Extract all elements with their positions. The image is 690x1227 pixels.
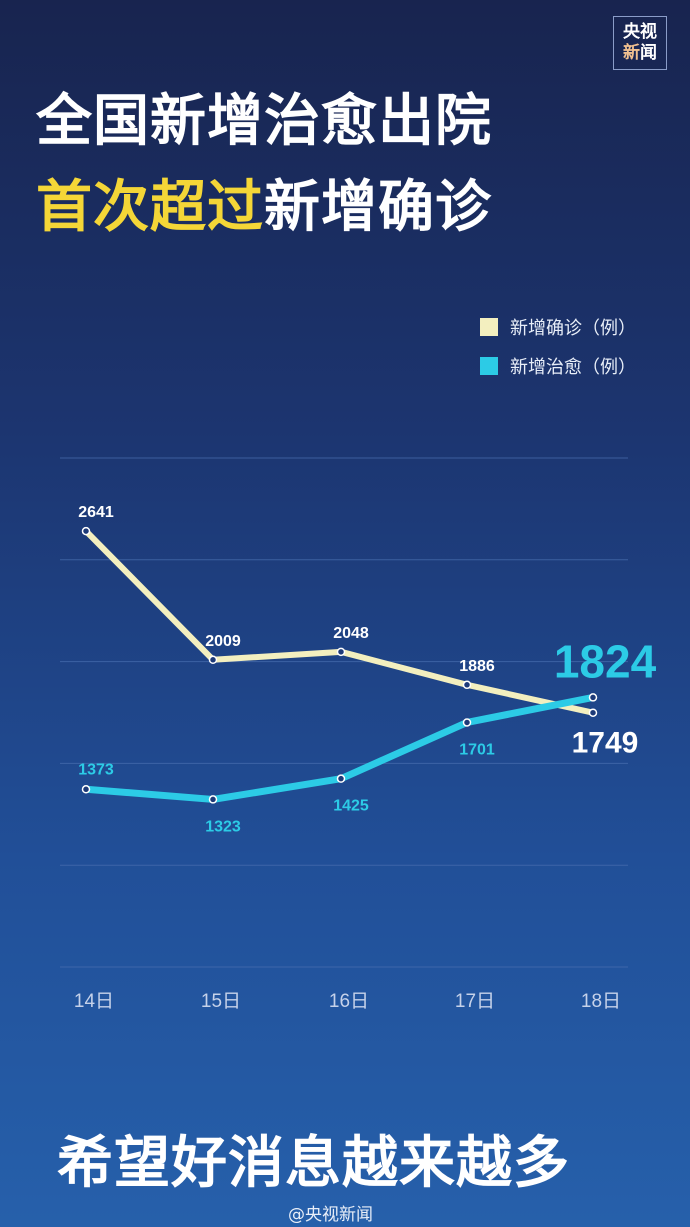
x-tick-label: 16日 [329,991,369,1012]
data-point [208,795,218,804]
data-point [462,680,472,690]
x-tick-label: 18日 [581,991,621,1012]
legend-item-confirmed: 新增确诊（例） [480,316,636,339]
data-label: 2009 [205,633,241,650]
data-label: 1824 [554,635,657,687]
x-tick-label: 17日 [455,991,495,1012]
cctv-news-logo: 央视 新闻 [613,16,667,70]
data-point [81,785,91,794]
legend-swatch [480,357,498,375]
data-point [588,708,598,717]
data-point [462,718,472,727]
x-tick-label: 15日 [201,991,241,1012]
headline-line1: 全国新增治愈出院 [36,89,492,154]
data-point [208,655,218,665]
data-label: 1886 [459,658,495,675]
series-line-0 [83,528,594,716]
weibo-watermark: @央视新闻 [288,1205,373,1225]
slogan: 希望好消息越来越多 [57,1131,570,1196]
series-line-1 [85,694,594,803]
data-label: 1701 [459,741,495,758]
data-label: 2048 [333,625,369,642]
data-label: 1373 [78,761,114,778]
data-point [588,693,598,702]
data-point [81,526,91,536]
data-point [336,647,346,657]
data-label: 2641 [78,504,114,521]
legend-item-cured: 新增治愈（例） [480,355,636,378]
x-tick-label: 14日 [74,991,114,1012]
data-label: 1425 [333,798,369,815]
chart-legend: 新增确诊（例） 新增治愈（例） [480,316,636,394]
data-point [336,774,346,783]
data-label: 1323 [205,818,241,835]
headline-line2: 首次超过新增确诊 [36,175,492,240]
data-label: 1749 [572,727,639,760]
legend-swatch [480,318,498,336]
